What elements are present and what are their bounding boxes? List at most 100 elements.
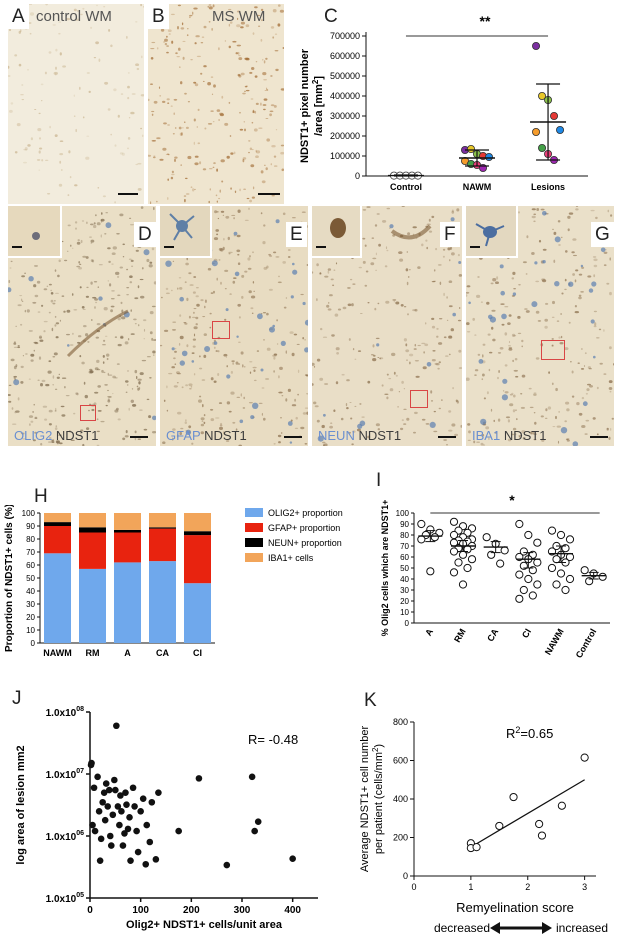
tissue-speck [174, 127, 177, 129]
tissue-speck [176, 434, 179, 438]
tissue-speck [255, 155, 259, 158]
tissue-speck [426, 223, 431, 226]
tissue-speck [239, 111, 241, 114]
tissue-speck [209, 168, 213, 170]
tissue-speck [210, 76, 214, 78]
tissue-speck [242, 364, 244, 368]
tissue-speck [287, 256, 291, 258]
tissue-speck [28, 22, 32, 24]
data-point [556, 569, 566, 578]
tissue-speck [218, 259, 221, 261]
tissue-speck [74, 221, 78, 224]
tissue-speck [249, 147, 253, 151]
tissue-speck [184, 322, 188, 325]
tissue-speck [322, 441, 326, 444]
data-point [561, 585, 570, 595]
tissue-speck [425, 322, 427, 325]
tissue-speck [151, 110, 155, 113]
data-point [598, 572, 607, 581]
panel-e-scale-bar [284, 436, 302, 438]
tissue-speck [511, 433, 515, 436]
tissue-speck [212, 166, 215, 168]
y-tick-label: 400000 [330, 91, 360, 101]
panel-b-label: MS WM [212, 8, 266, 25]
tissue-speck [538, 239, 542, 243]
tissue-speck [174, 363, 177, 365]
tissue-speck [93, 402, 97, 406]
tissue-speck [134, 369, 138, 374]
tissue-speck [455, 399, 458, 403]
stained-cell [292, 269, 298, 275]
tissue-speck [507, 322, 511, 325]
tissue-speck [240, 26, 244, 29]
tissue-speck [143, 319, 147, 322]
panel-b-scale-bar [258, 193, 280, 195]
tissue-speck [190, 59, 193, 61]
tissue-speck [243, 188, 246, 190]
tissue-speck [183, 322, 187, 324]
tissue-speck [38, 150, 41, 154]
tissue-speck [120, 93, 124, 95]
y-axis-label: log area of lesion mm2 [15, 745, 27, 864]
tissue-speck [148, 154, 152, 157]
tissue-speck [558, 244, 561, 246]
tissue-speck [75, 392, 78, 395]
tissue-speck [85, 333, 89, 337]
tissue-speck [110, 309, 113, 313]
stained-cell [588, 288, 594, 293]
tissue-speck [21, 84, 24, 86]
tissue-speck [150, 83, 153, 85]
tissue-speck [304, 374, 308, 376]
tissue-speck [20, 432, 23, 435]
tissue-speck [105, 404, 108, 407]
panel-g-stain-label: IBA1 NDST1 [472, 428, 546, 443]
tissue-speck [379, 357, 381, 360]
tissue-speck [508, 345, 511, 347]
tissue-speck [359, 313, 363, 314]
vessel [66, 309, 129, 358]
tissue-speck [224, 122, 229, 126]
data-point [97, 835, 105, 843]
tissue-speck [266, 138, 270, 142]
tissue-speck [199, 355, 201, 358]
tissue-speck [252, 251, 254, 254]
tissue-speck [384, 393, 389, 395]
tissue-speck [93, 57, 97, 59]
tissue-speck [86, 221, 88, 225]
tissue-speck [240, 351, 244, 355]
tissue-speck [58, 21, 62, 23]
x-axis-label: Remyelination score [456, 900, 574, 915]
tissue-speck [306, 411, 308, 415]
tissue-speck [251, 312, 254, 314]
tissue-speck [248, 290, 252, 294]
tissue-speck [38, 356, 42, 360]
tissue-speck [425, 423, 430, 425]
tissue-speck [58, 442, 63, 445]
tissue-speck [238, 341, 241, 343]
stained-cell [105, 222, 112, 229]
tissue-speck [156, 47, 159, 50]
tissue-speck [84, 394, 89, 399]
tissue-speck [119, 213, 124, 217]
tissue-speck [518, 435, 523, 437]
tissue-speck [151, 140, 156, 142]
tissue-speck [230, 187, 232, 190]
tissue-speck [39, 137, 41, 140]
stained-cell [252, 402, 259, 409]
tissue-speck [316, 419, 320, 423]
tissue-speck [486, 301, 490, 305]
data-point [484, 152, 493, 161]
panel-i-letter: I [376, 470, 382, 491]
tissue-speck [282, 212, 286, 216]
tissue-speck [33, 403, 35, 406]
stained-cell [554, 281, 560, 287]
tissue-speck [21, 99, 25, 101]
tissue-speck [265, 167, 268, 171]
tissue-speck [373, 354, 376, 357]
tissue-speck [494, 431, 498, 434]
tissue-speck [251, 196, 255, 199]
vessel [390, 224, 432, 240]
tissue-speck [192, 291, 196, 294]
tissue-speck [433, 269, 436, 272]
